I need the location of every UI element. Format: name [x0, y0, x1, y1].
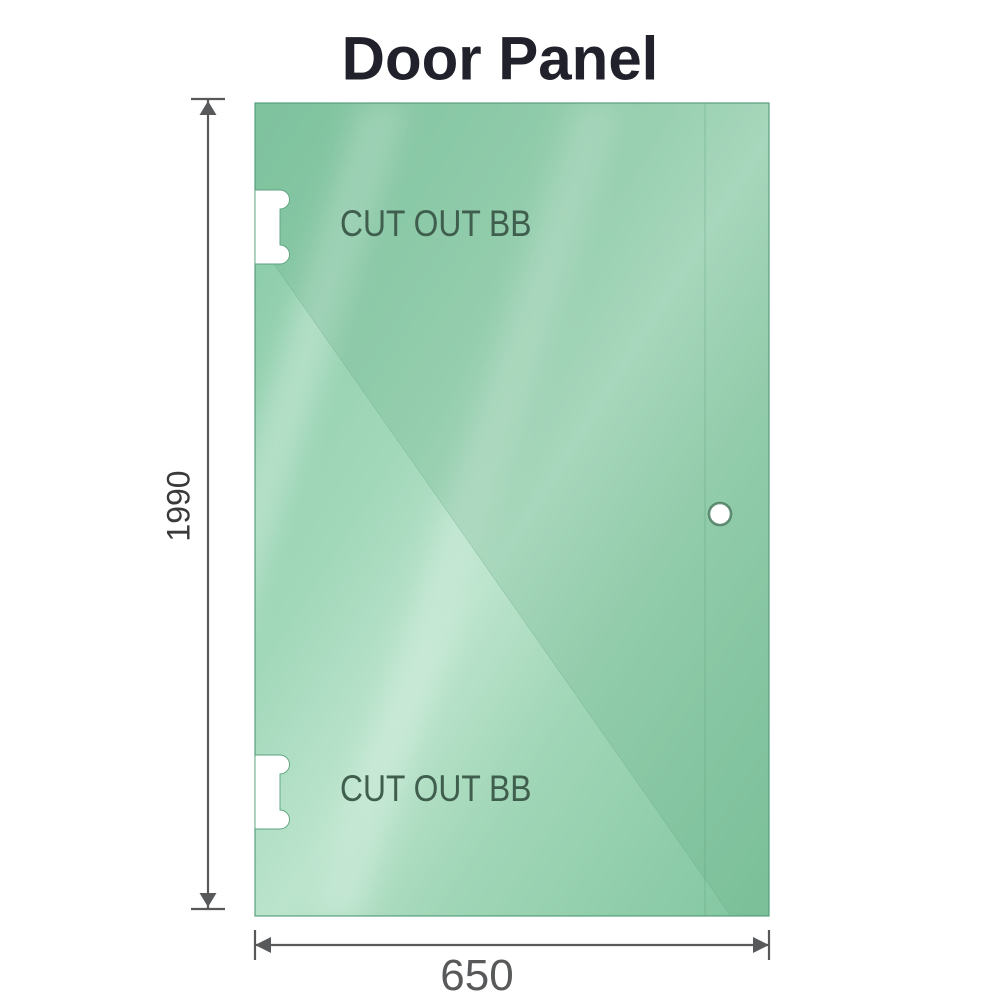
svg-text:CUT OUT BB: CUT OUT BB — [340, 769, 532, 810]
svg-text:1990: 1990 — [160, 470, 196, 541]
svg-text:CUT OUT BB: CUT OUT BB — [340, 204, 532, 245]
svg-text:650: 650 — [440, 951, 513, 1000]
